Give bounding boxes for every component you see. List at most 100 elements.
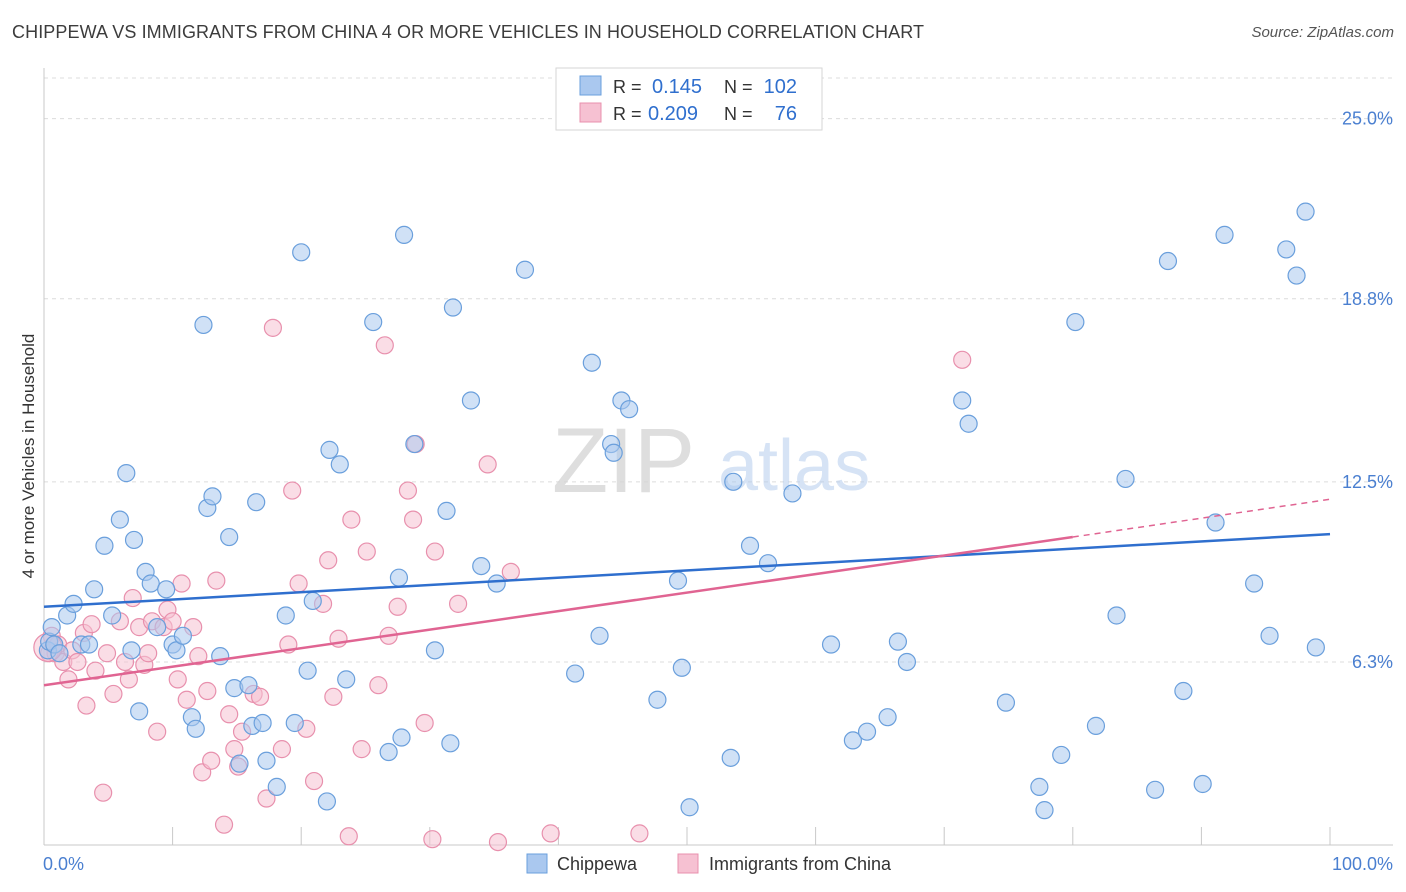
chippewa-point	[1245, 574, 1264, 593]
chippewa-point	[1215, 225, 1234, 244]
chippewa-point	[740, 536, 760, 555]
chippewa-point	[1306, 638, 1325, 657]
legend-r-value-2: 0.209	[648, 103, 698, 125]
chippewa-point	[42, 618, 61, 637]
chippewa-point	[276, 606, 295, 625]
chippewa-point	[441, 734, 460, 753]
chippewa-point	[582, 353, 601, 372]
chippewa-point	[220, 527, 239, 547]
chippewa-point	[1066, 312, 1085, 332]
legend-n-value-2: 76	[775, 103, 797, 125]
chippewa-point	[821, 635, 841, 654]
china-point	[177, 690, 196, 709]
china-point	[369, 676, 388, 695]
chippewa-point	[257, 751, 276, 770]
chippewa-point	[186, 719, 205, 738]
y-tick-label-3: 25.0%	[1342, 109, 1393, 129]
chippewa-point	[472, 556, 491, 576]
chippewa-point	[337, 670, 356, 689]
chippewa-point	[117, 464, 136, 483]
china-point	[448, 594, 468, 613]
chippewa-point	[122, 641, 141, 660]
china-point	[272, 740, 292, 759]
china-point	[352, 740, 371, 759]
y-tick-labels: 6.3% 12.5% 18.8% 25.0%	[1342, 109, 1393, 672]
chippewa-point	[897, 652, 917, 672]
china-point	[207, 571, 226, 590]
china-point	[289, 574, 308, 593]
chippewa-point	[194, 315, 213, 335]
china-point	[168, 670, 187, 689]
trend-line-china-extension	[1072, 498, 1331, 538]
chippewa-point	[157, 580, 176, 599]
china-point	[953, 350, 972, 369]
china-point	[104, 684, 123, 704]
china-point	[257, 789, 276, 808]
china-point	[423, 830, 442, 849]
china-point	[163, 612, 182, 631]
china-point	[97, 644, 117, 663]
chippewa-point	[79, 635, 99, 654]
chippewa-point	[959, 414, 978, 433]
chippewa-point	[461, 391, 481, 410]
chippewa-point	[888, 632, 908, 651]
china-point	[357, 542, 376, 561]
chippewa-point	[680, 798, 699, 817]
chippewa-point	[317, 792, 337, 811]
china-point	[123, 588, 142, 608]
chippewa-point	[85, 580, 104, 599]
chippewa-point	[590, 626, 609, 645]
china-point	[68, 652, 87, 672]
chippewa-point	[50, 644, 69, 663]
trend-line-china	[43, 535, 1073, 687]
y-tick-label-0: 6.3%	[1352, 652, 1393, 672]
chippewa-point	[783, 484, 802, 503]
china-point	[304, 771, 324, 791]
legend-swatch-chippewa	[579, 75, 602, 96]
chippewa-point	[110, 510, 129, 529]
china-point	[77, 696, 96, 715]
chippewa-point	[721, 748, 740, 767]
china-point	[263, 318, 283, 337]
chippewa-point	[1193, 774, 1212, 794]
legend-n-value-1: 102	[764, 76, 797, 98]
chippewa-point	[1116, 469, 1135, 489]
chippewa-point	[515, 260, 535, 279]
chippewa-point	[247, 493, 266, 512]
chippewa-point	[1052, 745, 1071, 765]
chippewa-point	[1146, 780, 1165, 799]
china-point	[488, 832, 508, 852]
china-point	[82, 615, 101, 634]
chippewa-point	[141, 574, 160, 593]
chippewa-point	[1158, 251, 1178, 271]
legend-r-label-2: R =	[613, 104, 642, 124]
series-chippewa	[38, 202, 1325, 820]
chippewa-point	[130, 702, 149, 721]
china-point	[339, 827, 358, 846]
china-point	[398, 481, 418, 500]
legend-n-label-2: N =	[724, 104, 753, 124]
chippewa-point	[239, 676, 258, 695]
chippewa-point	[298, 661, 317, 680]
chippewa-point	[103, 606, 122, 625]
china-point	[283, 481, 302, 500]
china-point	[319, 551, 338, 570]
china-point	[478, 455, 497, 474]
gridlines	[44, 77, 1393, 663]
chippewa-point	[267, 777, 286, 796]
bottom-legend-swatch-china	[677, 853, 699, 874]
chippewa-point	[303, 591, 322, 611]
chippewa-point	[1260, 626, 1279, 645]
chippewa-point	[173, 626, 192, 645]
x-tick-label-min: 0.0%	[43, 854, 84, 874]
y-axis-label: 4 or more Vehicles in Household	[19, 334, 38, 579]
chippewa-point	[1277, 240, 1296, 259]
china-point	[86, 661, 105, 680]
chippewa-point	[996, 693, 1016, 712]
china-point	[541, 824, 560, 843]
legend-r-value-1: 0.145	[652, 76, 702, 98]
chippewa-point	[604, 443, 623, 462]
china-point	[59, 670, 78, 689]
chippewa-point	[857, 722, 877, 741]
chippewa-point	[285, 713, 304, 733]
